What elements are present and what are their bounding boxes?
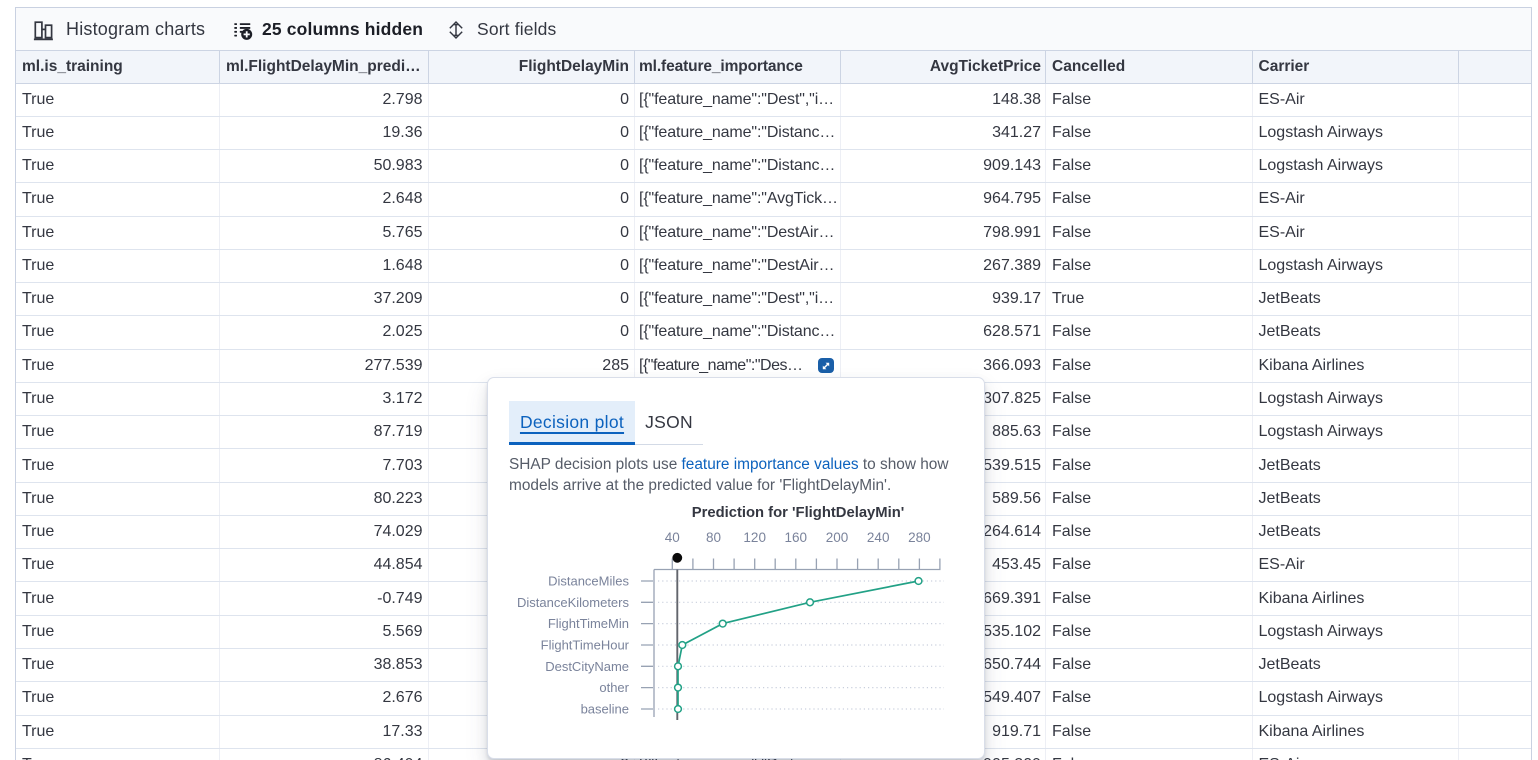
svg-text:80: 80 [706,530,721,545]
svg-text:160: 160 [785,530,808,545]
svg-text:DestCityName: DestCityName [545,659,629,674]
svg-text:other: other [599,680,629,695]
svg-text:FlightTimeHour: FlightTimeHour [541,638,630,653]
svg-text:200: 200 [826,530,849,545]
svg-text:40: 40 [665,530,680,545]
svg-text:280: 280 [908,530,931,545]
svg-text:120: 120 [743,530,766,545]
svg-text:baseline: baseline [581,702,629,717]
svg-text:240: 240 [867,530,890,545]
svg-text:DistanceKilometers: DistanceKilometers [517,595,629,610]
svg-text:DistanceMiles: DistanceMiles [548,574,629,589]
svg-text:FlightTimeMin: FlightTimeMin [548,616,629,631]
